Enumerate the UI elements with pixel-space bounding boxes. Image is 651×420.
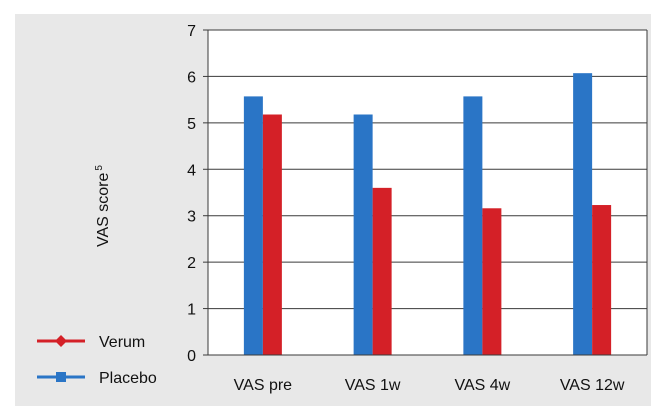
y-axis-label: VAS score5	[94, 165, 112, 247]
y-tick-label-4: 4	[187, 162, 196, 179]
bar-verum-3	[592, 205, 612, 355]
bar-placebo-0	[243, 96, 263, 356]
legend: Verum Placebo	[37, 334, 157, 387]
bar-verum-2	[482, 208, 502, 355]
y-tick-label-0: 0	[187, 348, 196, 365]
bar-series	[243, 73, 612, 356]
y-axis-label-superscript: 5	[94, 165, 105, 171]
legend-marker-square-icon	[56, 372, 66, 382]
bar-verum-1	[372, 187, 392, 355]
x-category-label-3: VAS 12w	[560, 377, 625, 394]
axes	[203, 29, 648, 356]
x-category-label-2: VAS 4w	[455, 377, 511, 394]
x-category-label-0: VAS pre	[234, 377, 293, 394]
legend-label-verum: Verum	[99, 334, 145, 351]
y-axis-label-text: VAS score	[95, 172, 112, 247]
bar-placebo-1	[353, 114, 373, 355]
x-category-labels: VAS pre VAS 1w VAS 4w VAS 12w	[234, 377, 625, 394]
y-tick-label-6: 6	[187, 69, 196, 86]
legend-marker-diamond-icon	[55, 335, 67, 347]
svg-text:VAS score5: VAS score5	[94, 165, 112, 247]
bar-placebo-2	[463, 96, 483, 356]
y-tick-label-7: 7	[187, 23, 196, 40]
y-tick-labels: 0 1 2 3 4 5 6 7	[187, 23, 196, 365]
bar-verum-0	[262, 114, 282, 355]
y-tick-label-2: 2	[187, 255, 196, 272]
y-tick-label-1: 1	[187, 302, 196, 319]
bar-placebo-3	[573, 73, 593, 355]
bar-chart: 0 1 2 3 4 5 6 7 VAS pre VAS 1w VAS 4w VAS 12w VAS …	[37, 23, 648, 394]
x-category-label-1: VAS 1w	[345, 377, 401, 394]
y-tick-label-5: 5	[187, 116, 196, 133]
y-tick-label-3: 3	[187, 209, 196, 226]
legend-label-placebo: Placebo	[99, 370, 157, 387]
chart-figure: 0 1 2 3 4 5 6 7 VAS pre VAS 1w VAS 4w VAS 12w VAS …	[15, 14, 651, 406]
